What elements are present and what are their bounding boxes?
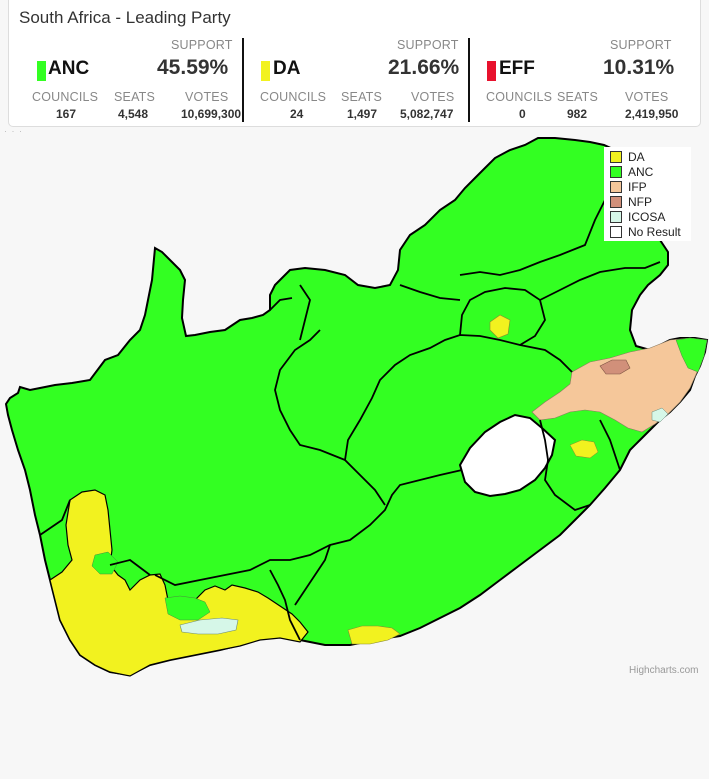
map-legend: DA ANC IFP NFP ICOSA No Result — [604, 147, 691, 241]
ifp-legend-swatch — [610, 180, 622, 193]
legend-label: IFP — [628, 179, 647, 194]
region-nfp[interactable] — [599, 359, 631, 375]
legend-item-ifp[interactable]: IFP — [604, 179, 691, 194]
party-name: EFF — [499, 58, 535, 79]
south-africa-map[interactable] — [0, 130, 709, 690]
region-anc-wc-karoo[interactable] — [91, 551, 119, 575]
legend-label: ANC — [628, 164, 654, 179]
nfp-legend-swatch — [610, 195, 622, 208]
party-councils: 24 — [290, 107, 304, 121]
party-block-da: SUPPORT DA 21.66% COUNCILS SEATS VOTES 2… — [251, 34, 463, 124]
party-support: 45.59% — [157, 56, 229, 79]
councils-label: COUNCILS — [32, 90, 99, 104]
party-support: 21.66% — [388, 56, 460, 79]
icosa-legend-swatch — [610, 210, 622, 223]
region-anc-wc-north[interactable] — [164, 595, 211, 621]
councils-label: COUNCILS — [486, 90, 553, 104]
party-seats: 4,548 — [118, 107, 149, 121]
support-label: SUPPORT — [610, 38, 672, 52]
party-votes: 10,699,300 — [181, 107, 242, 121]
party-seats: 1,497 — [347, 107, 378, 121]
party-councils: 167 — [56, 107, 77, 121]
party-councils: 0 — [519, 107, 526, 121]
votes-label: VOTES — [625, 90, 669, 104]
party-name: DA — [273, 58, 301, 79]
legend-item-icosa[interactable]: ICOSA — [604, 209, 691, 224]
support-label: SUPPORT — [171, 38, 233, 52]
votes-label: VOTES — [185, 90, 229, 104]
summary-panel: South Africa - Leading Party SUPPORT ANC… — [8, 0, 701, 127]
seats-label: SEATS — [114, 90, 156, 104]
seats-label: SEATS — [341, 90, 383, 104]
party-votes: 5,082,747 — [400, 107, 454, 121]
party-votes: 2,419,950 — [625, 107, 679, 121]
legend-item-da[interactable]: DA — [604, 149, 691, 164]
region-anc-kzn-north[interactable] — [675, 337, 708, 373]
eff-swatch — [487, 61, 496, 81]
councils-label: COUNCILS — [260, 90, 327, 104]
legend-label: DA — [628, 149, 645, 164]
legend-label: NFP — [628, 194, 652, 209]
votes-label: VOTES — [411, 90, 455, 104]
divider — [468, 38, 470, 122]
da-swatch — [261, 61, 270, 81]
region-da-eastern-cape[interactable] — [347, 625, 401, 645]
legend-label: No Result — [628, 224, 681, 239]
legend-label: ICOSA — [628, 209, 666, 224]
region-icosa-wc[interactable] — [179, 617, 239, 635]
legend-item-anc[interactable]: ANC — [604, 164, 691, 179]
da-legend-swatch — [610, 150, 622, 163]
divider — [242, 38, 244, 122]
region-lesotho-no-result[interactable] — [458, 413, 557, 498]
credits-link[interactable]: Highcharts.com — [629, 665, 699, 676]
party-seats: 982 — [567, 107, 588, 121]
region-da-western-cape[interactable] — [49, 489, 309, 677]
anc-swatch — [37, 61, 46, 81]
party-name: ANC — [48, 58, 90, 79]
region-icosa-kzn[interactable] — [651, 407, 669, 423]
province-borders — [39, 149, 661, 641]
legend-item-nfp[interactable]: NFP — [604, 194, 691, 209]
page-title: South Africa - Leading Party — [19, 8, 231, 27]
region-da-gauteng[interactable] — [489, 314, 511, 339]
seats-label: SEATS — [557, 90, 599, 104]
legend-item-no-result[interactable]: No Result — [604, 224, 691, 239]
anc-legend-swatch — [610, 165, 622, 178]
region-da-kzn[interactable] — [569, 439, 599, 459]
party-block-anc: SUPPORT ANC 45.59% COUNCILS SEATS VOTES … — [23, 34, 241, 124]
party-support: 10.31% — [603, 56, 675, 79]
no-result-legend-swatch — [610, 225, 622, 238]
support-label: SUPPORT — [397, 38, 459, 52]
more-dots: · · · — [4, 126, 23, 136]
region-ifp[interactable] — [531, 337, 708, 433]
party-block-eff: SUPPORT EFF 10.31% COUNCILS SEATS VOTES … — [477, 34, 689, 124]
